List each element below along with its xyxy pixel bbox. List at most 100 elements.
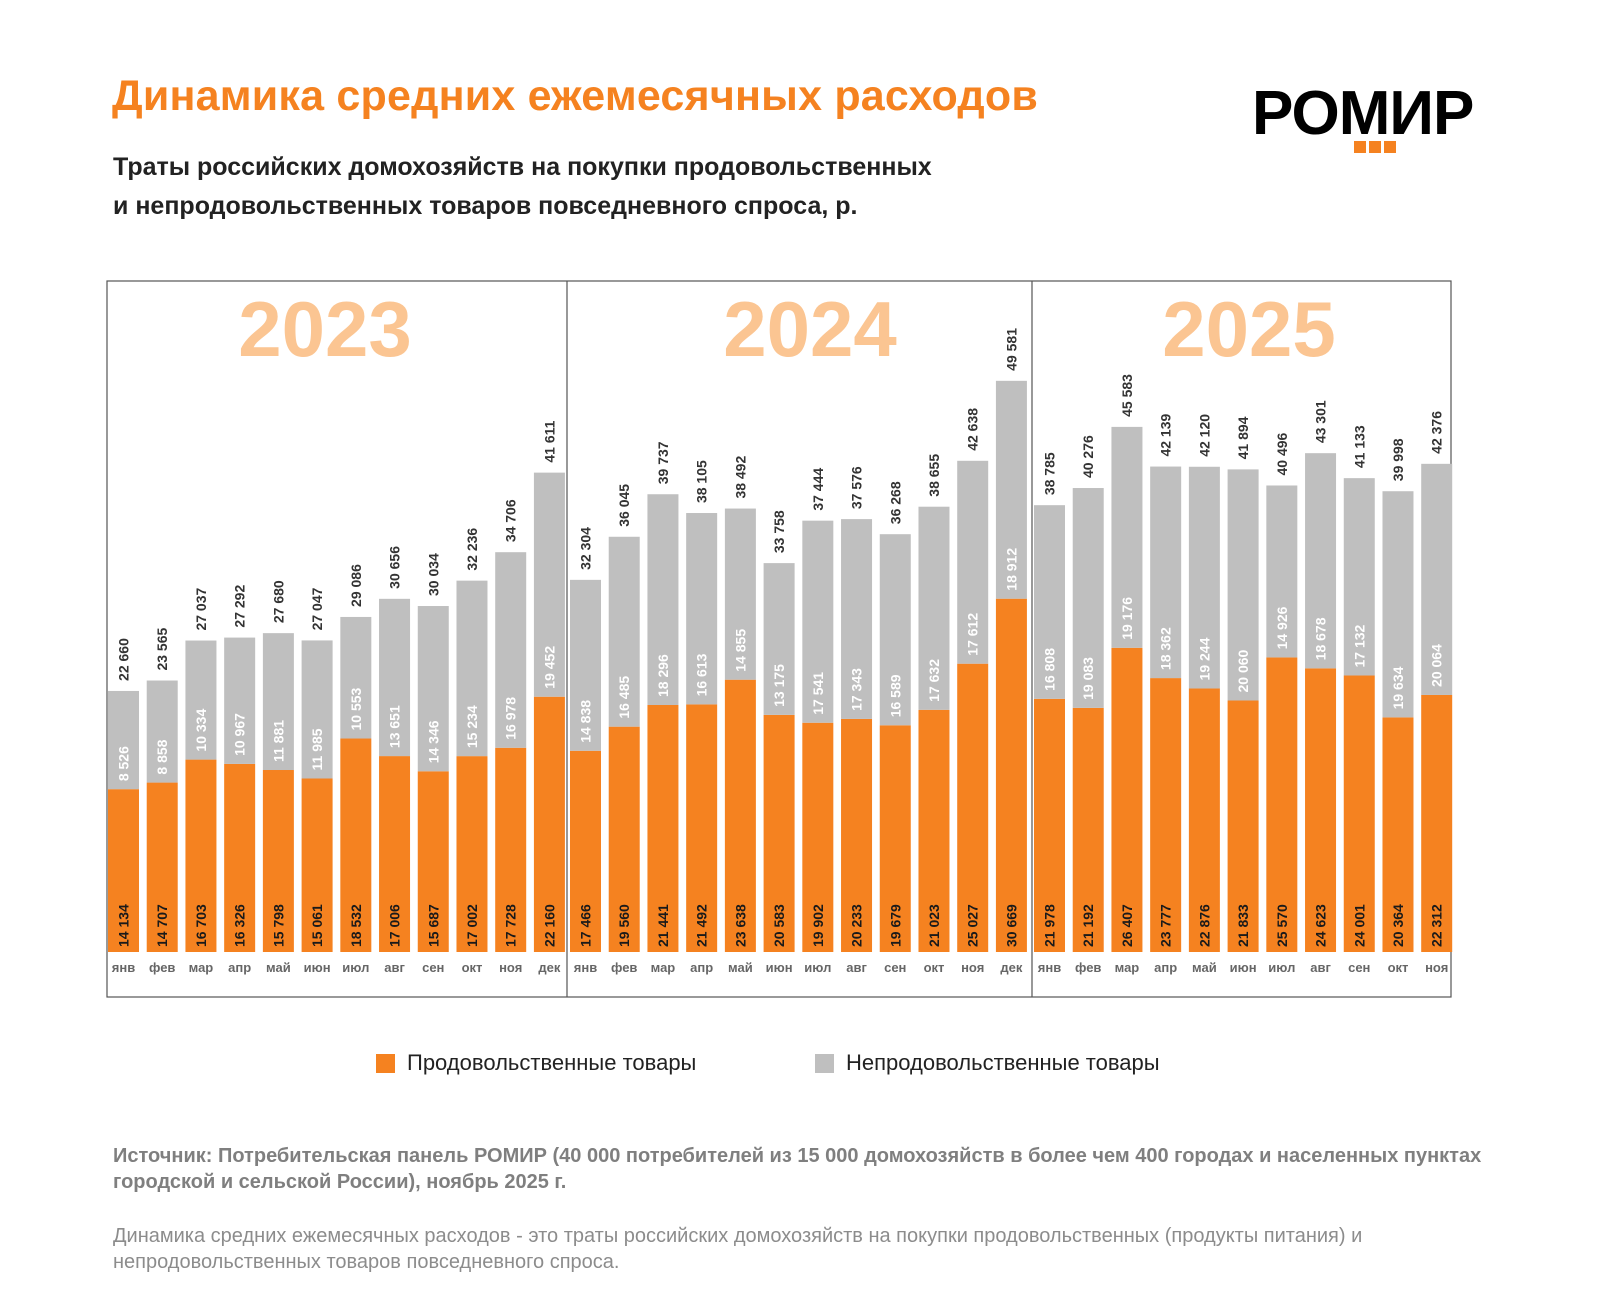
bar-food-2023-4	[224, 763, 256, 952]
bar-food-2023-2	[146, 782, 178, 952]
bar-food-2025-5	[1188, 688, 1220, 952]
label-nonfood-2023-10: 15 234	[464, 705, 480, 748]
bar-nonfood-2024-9	[879, 534, 911, 726]
label-nonfood-2023-3: 10 334	[193, 709, 209, 752]
tick-label-2024-2: фев	[611, 960, 637, 975]
bar-food-2025-3	[1111, 647, 1143, 952]
label-nonfood-2024-5: 14 855	[732, 629, 748, 672]
label-total-2023-6: 27 047	[309, 587, 325, 630]
label-food-2023-5: 15 798	[270, 904, 286, 947]
bar-nonfood-2024-6	[763, 563, 795, 715]
bar-nonfood-2024-5	[724, 508, 756, 680]
label-total-2023-10: 32 236	[464, 528, 480, 571]
bar-nonfood-2023-6	[301, 640, 333, 779]
chart-legend: Продовольственные товары Непродовольстве…	[0, 1050, 1600, 1082]
tick-label-2025-7: июл	[1268, 960, 1295, 975]
bar-food-2023-8	[379, 756, 411, 952]
bar-nonfood-2024-1	[570, 579, 601, 751]
bar-nonfood-2025-4	[1150, 466, 1182, 679]
bar-food-2023-1	[108, 789, 139, 952]
bar-food-2025-6	[1227, 700, 1259, 952]
label-total-2024-4: 38 105	[694, 460, 710, 503]
label-nonfood-2025-10: 19 634	[1390, 666, 1406, 709]
bar-nonfood-2023-9	[417, 606, 449, 772]
bar-food-2024-3	[647, 704, 679, 952]
tick-label-2024-1: янв	[574, 960, 597, 975]
label-total-2024-1: 32 304	[578, 527, 594, 570]
tick-label-2023-10: окт	[462, 960, 483, 975]
label-nonfood-2024-11: 17 612	[965, 613, 981, 656]
bar-nonfood-2023-2	[146, 680, 178, 783]
tick-label-2025-2: фев	[1075, 960, 1101, 975]
label-total-2024-11: 42 638	[965, 408, 981, 451]
bar-nonfood-2023-8	[379, 598, 411, 757]
bar-nonfood-2025-8	[1305, 453, 1337, 669]
label-total-2025-8: 43 301	[1313, 400, 1329, 443]
label-food-2023-2: 14 707	[154, 904, 170, 947]
bar-nonfood-2023-5	[262, 633, 294, 771]
bar-nonfood-2025-2	[1072, 488, 1104, 708]
bar-food-2023-5	[262, 770, 294, 952]
label-nonfood-2024-2: 16 485	[616, 676, 632, 719]
bar-nonfood-2024-10	[918, 506, 950, 710]
label-total-2025-11: 42 376	[1429, 411, 1445, 454]
label-food-2024-6: 20 583	[771, 904, 787, 947]
subtitle-line-2: и непродовольственных товаров повседневн…	[113, 192, 858, 220]
tick-label-2025-3: мар	[1115, 960, 1140, 975]
label-nonfood-2025-7: 14 926	[1274, 606, 1290, 649]
label-food-2025-7: 25 570	[1274, 904, 1290, 947]
tick-label-2024-10: окт	[924, 960, 945, 975]
bar-food-2023-6	[301, 778, 333, 952]
label-nonfood-2023-2: 8 858	[154, 739, 170, 774]
year-label-2024: 2024	[723, 285, 897, 373]
label-total-2023-4: 27 292	[232, 585, 248, 628]
label-nonfood-2025-4: 18 362	[1158, 627, 1174, 670]
bar-nonfood-2023-12	[533, 472, 565, 697]
chart-subtitle: Траты российских домохозяйств на покупки…	[113, 148, 932, 226]
label-total-2024-10: 38 655	[926, 454, 942, 497]
label-food-2025-3: 26 407	[1119, 904, 1135, 947]
label-total-2023-8: 30 656	[387, 546, 403, 589]
bar-food-2024-9	[879, 725, 911, 952]
label-total-2023-1: 22 660	[116, 638, 132, 681]
tick-label-2023-11: ноя	[499, 960, 522, 975]
year-label-2025: 2025	[1162, 285, 1336, 373]
label-nonfood-2023-1: 8 526	[116, 746, 132, 781]
label-total-2023-12: 41 611	[541, 420, 557, 462]
bar-food-2023-3	[185, 759, 217, 952]
label-food-2024-4: 21 492	[694, 904, 710, 947]
label-food-2025-1: 21 978	[1042, 904, 1058, 947]
label-total-2024-5: 38 492	[732, 456, 748, 499]
label-total-2025-10: 39 998	[1390, 438, 1406, 481]
bar-food-2025-11	[1421, 694, 1453, 952]
bar-nonfood-2025-1	[1034, 505, 1065, 699]
year-label-2023: 2023	[238, 285, 412, 373]
source-note: Источник: Потребительская панель РОМИР (…	[113, 1145, 1482, 1193]
label-nonfood-2025-2: 19 083	[1080, 657, 1096, 700]
label-food-2025-5: 22 876	[1196, 904, 1212, 947]
label-food-2024-3: 21 441	[655, 904, 671, 947]
bar-nonfood-2023-3	[185, 640, 217, 760]
bar-food-2024-5	[724, 679, 756, 952]
label-nonfood-2025-5: 19 244	[1196, 637, 1212, 680]
bar-food-2025-2	[1072, 707, 1104, 952]
tick-label-2023-12: дек	[538, 960, 560, 975]
bar-nonfood-2023-4	[224, 637, 256, 764]
label-total-2025-1: 38 785	[1042, 452, 1058, 495]
bar-nonfood-2023-11	[495, 552, 527, 748]
bar-food-2024-12	[995, 598, 1027, 952]
bar-nonfood-2025-7	[1266, 485, 1298, 658]
label-nonfood-2025-6: 20 060	[1235, 649, 1251, 692]
label-food-2023-4: 16 326	[232, 904, 248, 947]
label-nonfood-2024-3: 18 296	[655, 654, 671, 697]
tick-label-2025-1: янв	[1038, 960, 1061, 975]
tick-label-2023-6: июн	[304, 960, 331, 975]
label-food-2025-6: 21 833	[1235, 904, 1251, 947]
tick-label-2024-3: мар	[651, 960, 676, 975]
bar-nonfood-2025-3	[1111, 426, 1143, 648]
label-food-2025-11: 22 312	[1429, 904, 1445, 947]
label-food-2025-9: 24 001	[1351, 904, 1367, 947]
legend-item-nonfood: Непродовольственные товары	[815, 1050, 1160, 1076]
label-food-2024-12: 30 669	[1003, 904, 1019, 947]
bar-food-2023-12	[533, 696, 565, 952]
